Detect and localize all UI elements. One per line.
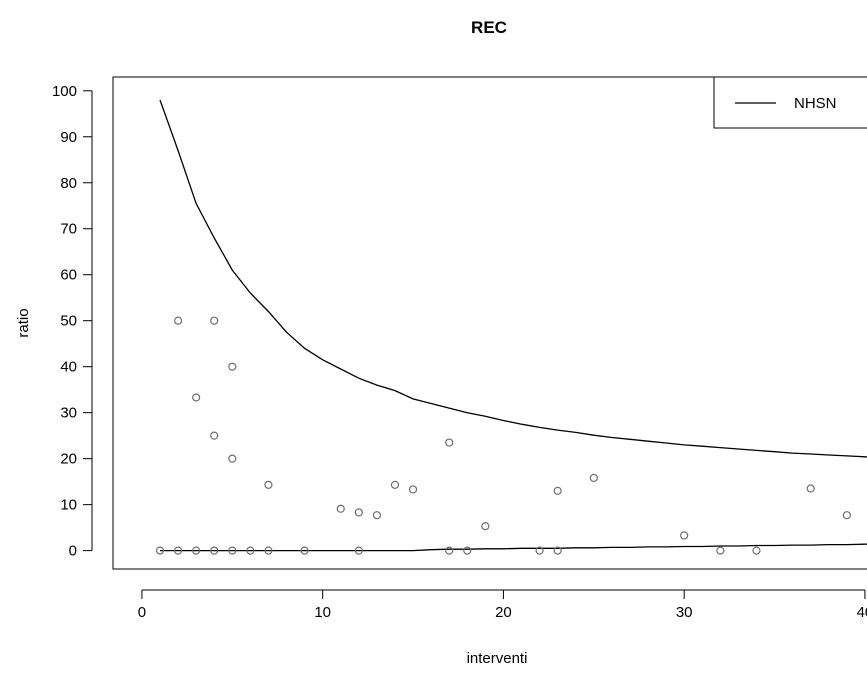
- y-tick-label-20: 20: [60, 451, 77, 468]
- chart-title: REC: [471, 18, 507, 37]
- y-axis-label: ratio: [15, 308, 32, 337]
- points-layer: [155, 316, 851, 555]
- data-point: [173, 316, 183, 325]
- data-point: [481, 522, 490, 531]
- y-tick-label-40: 40: [60, 359, 77, 376]
- y-tick-label-70: 70: [60, 221, 77, 238]
- x-tick-label-0: 0: [138, 604, 146, 621]
- data-point: [842, 511, 851, 520]
- y-tick-label-100: 100: [52, 83, 77, 100]
- y-tick-label-30: 30: [60, 405, 77, 422]
- data-point: [463, 546, 472, 555]
- data-point: [264, 546, 273, 555]
- data-point: [445, 546, 454, 555]
- x-tick-label-40: 40: [857, 604, 867, 621]
- data-point: [553, 486, 562, 495]
- data-point: [173, 546, 183, 555]
- data-point: [445, 438, 454, 447]
- data-point: [264, 480, 273, 489]
- data-point: [228, 546, 237, 555]
- data-point: [210, 316, 219, 325]
- data-point: [752, 546, 761, 555]
- y-tick-label-60: 60: [60, 267, 77, 284]
- data-point: [354, 546, 363, 555]
- y-tick-label-80: 80: [60, 175, 77, 192]
- data-point: [390, 480, 400, 489]
- data-point: [210, 546, 219, 555]
- data-point: [535, 546, 544, 555]
- legend: NHSN: [713, 76, 867, 129]
- x-axis-label: interventi: [467, 650, 528, 667]
- data-point: [155, 546, 165, 555]
- y-tick-label-0: 0: [69, 543, 77, 560]
- series-line-lower: [160, 543, 867, 552]
- data-point: [680, 531, 689, 540]
- series-line-nhsn: [159, 99, 867, 458]
- x-tick-label-30: 30: [676, 604, 693, 621]
- legend-box: [713, 76, 867, 129]
- data-point: [192, 546, 201, 555]
- plot-frame: [112, 76, 867, 570]
- data-point: [300, 546, 309, 555]
- data-point: [806, 484, 815, 493]
- y-tick-label-90: 90: [60, 129, 77, 146]
- data-point: [228, 362, 237, 371]
- y-axis: 0 10 20 30 40 50 60 70 80 90 100: [52, 83, 93, 560]
- data-point: [408, 485, 418, 494]
- data-point: [246, 546, 255, 555]
- y-tick-label-50: 50: [60, 313, 77, 330]
- legend-label-nhsn: NHSN: [794, 95, 837, 112]
- x-tick-label-10: 10: [314, 604, 331, 621]
- data-point: [210, 431, 219, 440]
- data-point: [228, 454, 237, 463]
- data-point: [336, 504, 345, 513]
- y-tick-label-10: 10: [60, 497, 77, 514]
- data-point: [716, 546, 725, 555]
- data-point: [372, 511, 381, 520]
- data-point: [354, 508, 363, 517]
- data-point: [589, 473, 598, 483]
- x-axis: 0 10 20 30 40: [138, 589, 867, 621]
- x-tick-label-20: 20: [495, 604, 512, 621]
- data-point: [553, 546, 562, 555]
- data-point: [192, 393, 201, 402]
- lines-layer: [159, 99, 867, 552]
